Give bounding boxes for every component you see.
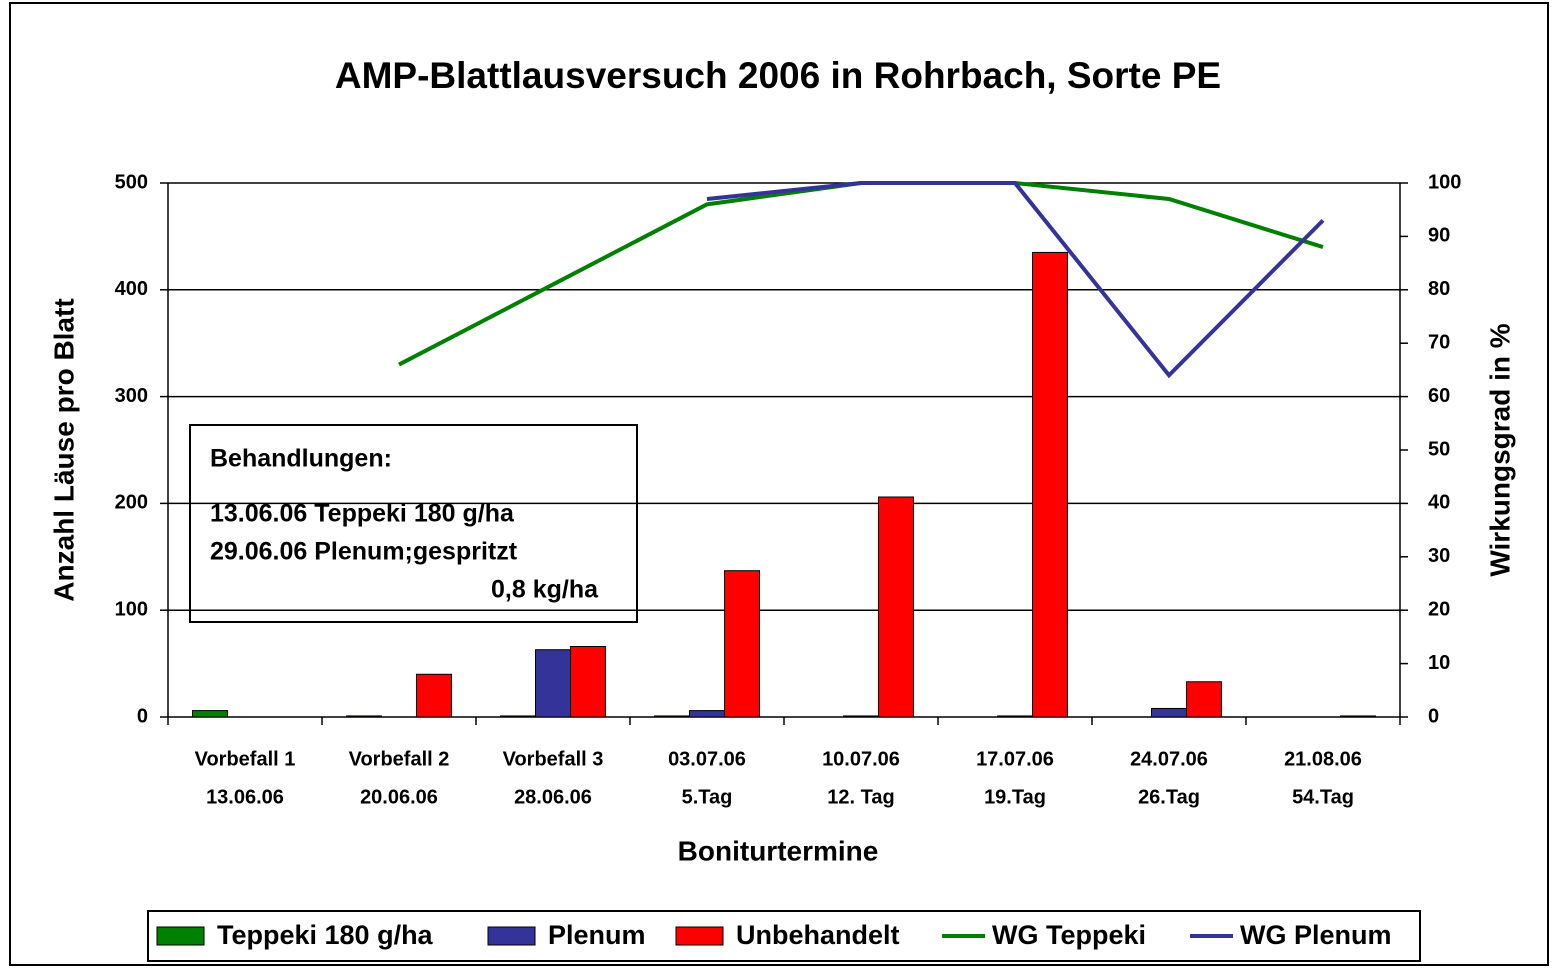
y2-tick-label: 90	[1428, 225, 1450, 247]
x-tick-label: Vorbefall 2	[349, 748, 450, 770]
annotation-heading: Behandlungen:	[210, 445, 392, 473]
legend-swatch	[675, 926, 724, 946]
y-tick-label: 100	[115, 598, 148, 620]
y-tick-label: 500	[115, 171, 148, 193]
bar	[654, 715, 690, 718]
legend-swatch	[487, 926, 536, 946]
y2-axis-title: Wirkungsgrad in %	[1484, 323, 1515, 576]
annotation-box	[189, 424, 638, 623]
bar	[843, 715, 879, 718]
y2-tick-label: 100	[1428, 171, 1461, 193]
y2-tick-label: 60	[1428, 385, 1450, 407]
legend-swatch	[156, 926, 205, 946]
bar	[570, 646, 606, 718]
x-tick-label: 20.06.06	[360, 786, 438, 808]
bar	[500, 715, 536, 718]
bar	[535, 649, 571, 718]
x-tick-label: 28.06.06	[514, 786, 592, 808]
x-tick-label: 54.Tag	[1292, 786, 1354, 808]
x-tick-label: 13.06.06	[206, 786, 284, 808]
x-tick-label: 5.Tag	[682, 786, 733, 808]
y2-tick-label: 30	[1428, 545, 1450, 567]
bar	[997, 715, 1033, 718]
y2-tick-label: 0	[1428, 705, 1439, 727]
line-series	[706, 181, 1325, 379]
legend-label: Unbehandelt	[736, 920, 900, 950]
y2-tick-label: 80	[1428, 278, 1450, 300]
legend-label: Plenum	[548, 920, 646, 950]
x-tick-label: 10.07.06	[822, 748, 900, 770]
x-tick-label: 21.08.06	[1284, 748, 1362, 770]
legend-label: Teppeki 180 g/ha	[217, 920, 434, 950]
annotation-line: 29.06.06 Plenum;gespritzt	[210, 538, 518, 566]
y2-tick-label: 10	[1428, 652, 1450, 674]
x-tick-label: Vorbefall 3	[503, 748, 604, 770]
bar	[689, 710, 725, 718]
x-tick-label: 03.07.06	[668, 748, 746, 770]
bar	[1186, 681, 1222, 718]
y2-tick-label: 40	[1428, 492, 1450, 514]
x-axis-title: Boniturtermine	[678, 835, 879, 866]
y2-tick-label: 70	[1428, 331, 1450, 353]
y-tick-label: 400	[115, 278, 148, 300]
bar	[1032, 251, 1068, 718]
y-tick-label: 0	[137, 705, 148, 727]
bar	[416, 673, 452, 718]
legend-label: WG Teppeki	[992, 920, 1146, 950]
annotation-line: 13.06.06 Teppeki 180 g/ha	[210, 500, 515, 528]
y-tick-label: 300	[115, 385, 148, 407]
bar	[724, 570, 760, 718]
chart-title: AMP-Blattlausversuch 2006 in Rohrbach, S…	[335, 55, 1221, 96]
bar	[1151, 707, 1187, 718]
x-tick-label: 24.07.06	[1130, 748, 1208, 770]
x-tick-label: 12. Tag	[827, 786, 894, 808]
legend-label: WG Plenum	[1240, 920, 1392, 950]
x-tick-label: Vorbefall 1	[195, 748, 296, 770]
x-tick-label: 19.Tag	[984, 786, 1046, 808]
bar	[192, 710, 228, 718]
y-tick-label: 200	[115, 492, 148, 514]
x-tick-label: 17.07.06	[976, 748, 1054, 770]
y2-tick-label: 50	[1428, 438, 1450, 460]
bar	[878, 496, 914, 718]
annotation-line: 0,8 kg/ha	[491, 576, 599, 604]
bar	[1340, 715, 1376, 718]
bar	[346, 715, 382, 718]
y2-tick-label: 20	[1428, 598, 1450, 620]
x-tick-label: 26.Tag	[1138, 786, 1200, 808]
y-axis-title: Anzahl Läuse pro Blatt	[48, 298, 79, 601]
